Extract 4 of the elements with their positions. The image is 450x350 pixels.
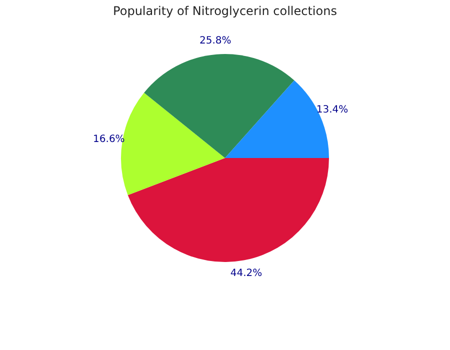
chart-title: Popularity of Nitroglycerin collections: [113, 4, 337, 18]
data-label: 44.2%: [230, 268, 262, 280]
data-label: 25.8%: [200, 35, 232, 46]
data-label: 13.4%: [316, 104, 348, 116]
